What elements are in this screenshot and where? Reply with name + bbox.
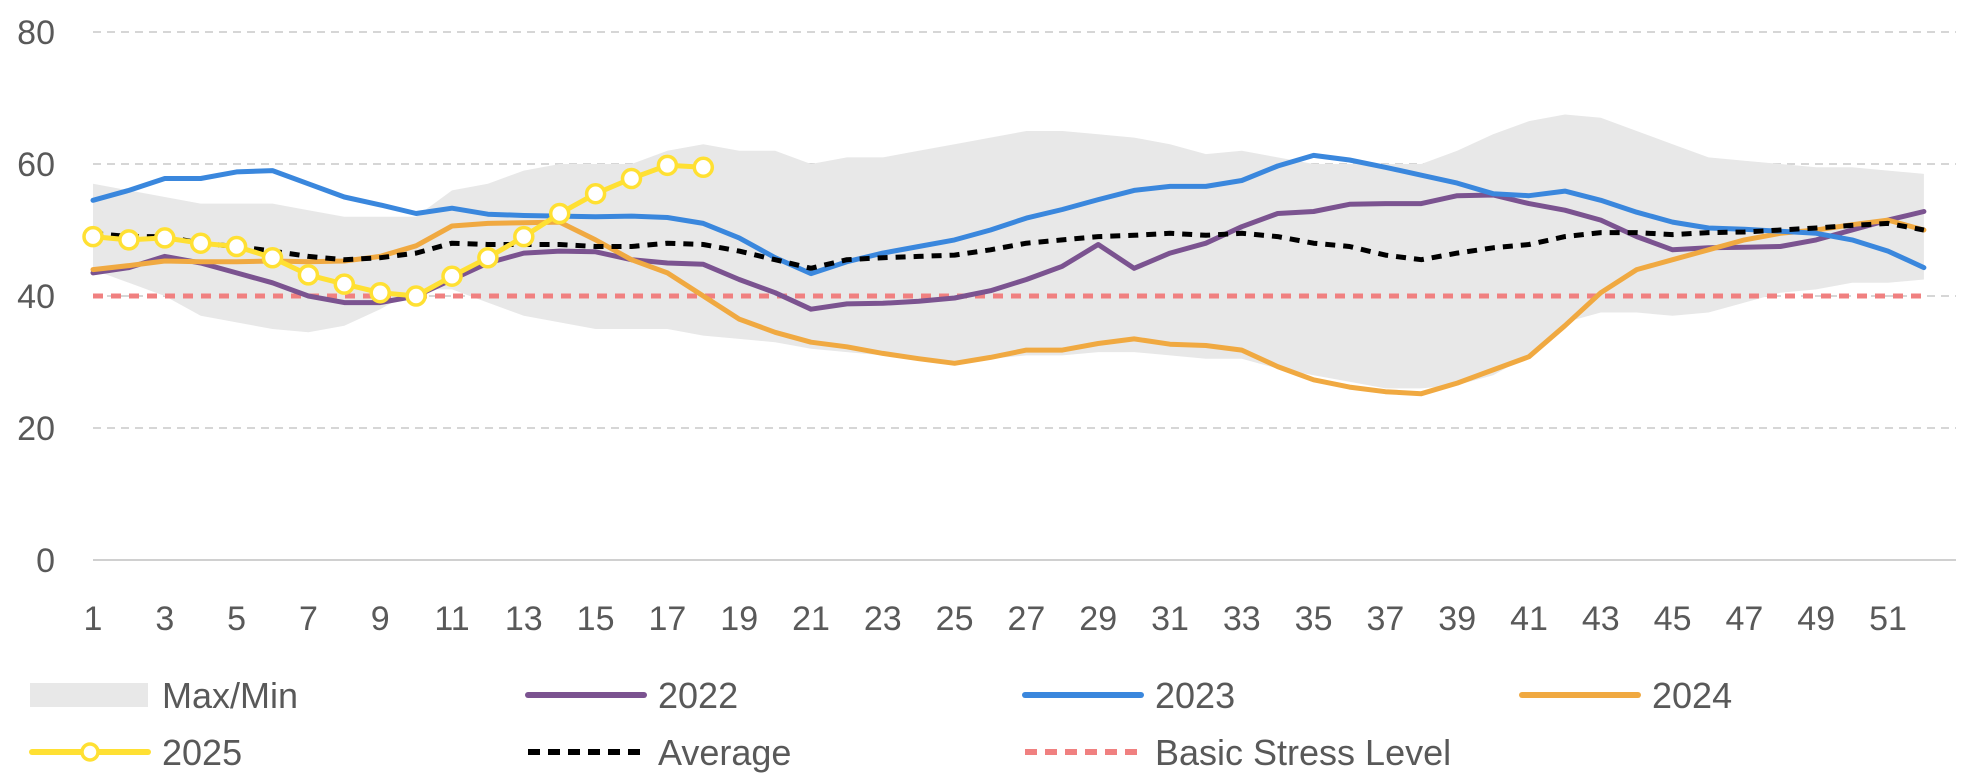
series-point-2025 (584, 182, 607, 205)
series-point-2025 (548, 202, 571, 225)
legend-item-2022: 2022 (525, 675, 738, 716)
y-axis-ticks: 0 20 40 60 80 (17, 14, 55, 580)
x-tick-label: 29 (1079, 600, 1117, 638)
series-point-2025 (692, 156, 715, 179)
x-tick-label: 45 (1654, 600, 1692, 638)
x-tick-label: 49 (1797, 600, 1835, 638)
series-point-2025 (333, 273, 356, 295)
x-tick-label: 11 (434, 600, 469, 638)
x-tick-label: 5 (227, 600, 246, 638)
legend-label: Average (658, 732, 791, 773)
series-point-2025 (225, 235, 248, 258)
x-tick-label: 35 (1295, 600, 1333, 638)
legend: Max/Min 2022 2023 2024 2025 Average Basic Stre… (29, 675, 1732, 773)
series-point-2025 (513, 225, 535, 248)
series-point-2025 (261, 246, 284, 269)
series-line-2024 (90, 217, 1927, 397)
series-point-2025 (154, 227, 176, 249)
series-point-2025 (297, 264, 320, 286)
x-tick-label: 9 (371, 600, 390, 638)
x-tick-label: 15 (577, 600, 615, 638)
series-line-2023 (90, 152, 1927, 277)
legend-label: 2022 (658, 675, 738, 716)
y-tick-label: 60 (17, 146, 55, 184)
x-tick-label: 17 (648, 600, 686, 638)
x-tick-label: 7 (299, 600, 318, 638)
x-tick-label: 3 (155, 600, 174, 638)
x-tick-label: 51 (1869, 600, 1907, 638)
x-tick-label: 43 (1582, 600, 1620, 638)
series-layer (82, 152, 1927, 397)
series-point-2025 (118, 229, 140, 251)
series-point-2025 (369, 281, 391, 304)
series-point-2025 (656, 154, 679, 177)
y-tick-label: 40 (17, 278, 55, 316)
max-min-band (93, 114, 1924, 389)
series-point-2025 (477, 246, 499, 269)
x-axis-ticks: 1 3 5 7 9 11 13 15 17 19 21 23 25 27 29 31 33 35 37 39 41 43 4… (84, 600, 1907, 638)
series-point-2025 (189, 232, 212, 254)
series-point-2025 (620, 167, 643, 190)
legend-label: Basic Stress Level (1155, 732, 1451, 773)
x-tick-label: 23 (864, 600, 902, 638)
legend-label: Max/Min (162, 675, 298, 716)
legend-item-max-min: Max/Min (30, 675, 298, 716)
series-line-2022 (90, 192, 1927, 312)
legend-label: 2025 (162, 732, 242, 773)
x-tick-label: 37 (1366, 600, 1404, 638)
legend-item-basic-stress-level: Basic Stress Level (1025, 732, 1451, 773)
legend-label: 2024 (1652, 675, 1732, 716)
x-tick-label: 31 (1151, 600, 1189, 638)
legend-item-2025: 2025 (29, 732, 242, 773)
series-point-2025 (441, 265, 463, 287)
max-min-band-layer (93, 114, 1924, 389)
series-point-2025 (405, 285, 427, 307)
x-tick-label: 41 (1510, 600, 1548, 638)
y-tick-label: 80 (17, 14, 55, 52)
x-tick-label: 13 (505, 600, 543, 638)
legend-item-2023: 2023 (1022, 675, 1235, 716)
x-tick-label: 27 (1007, 600, 1045, 638)
legend-item-average: Average (528, 732, 791, 773)
y-tick-label: 20 (17, 410, 55, 448)
x-tick-label: 47 (1725, 600, 1763, 638)
legend-swatch-marker (80, 742, 100, 762)
legend-label: 2023 (1155, 675, 1235, 716)
series-line-average (92, 220, 1925, 271)
legend-swatch-band (30, 683, 148, 707)
x-tick-label: 21 (792, 600, 830, 638)
y-tick-label: 0 (36, 542, 55, 580)
x-tick-label: 39 (1438, 600, 1476, 638)
x-tick-label: 19 (720, 600, 758, 638)
series-point-2025 (82, 225, 104, 248)
legend-item-2024: 2024 (1519, 675, 1732, 716)
x-tick-label: 25 (936, 600, 974, 638)
x-tick-label: 1 (84, 600, 103, 638)
x-tick-label: 33 (1223, 600, 1261, 638)
